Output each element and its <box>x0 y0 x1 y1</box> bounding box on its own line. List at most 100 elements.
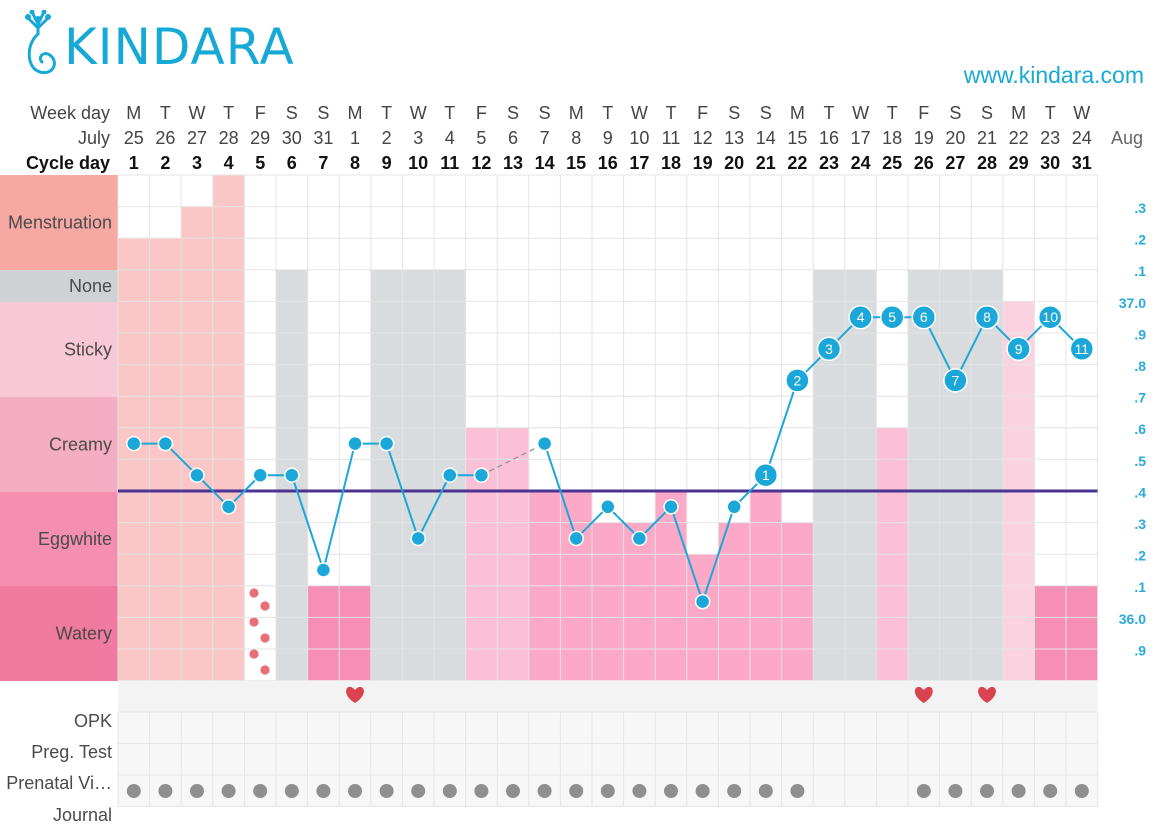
site-url[interactable]: www.kindara.com <box>963 62 1144 88</box>
spotting-dot <box>260 601 270 611</box>
temp-point-day-11[interactable] <box>442 467 458 483</box>
prenatal-vitamin-dot-day-3 <box>190 784 204 798</box>
date-1: 25 <box>124 128 144 148</box>
fluid-bar-day-23 <box>813 269 845 681</box>
watery-label: Watery <box>56 624 112 644</box>
temp-point-day-9[interactable] <box>378 435 395 452</box>
temp-point-day-16[interactable] <box>600 499 616 515</box>
date-15: 8 <box>571 128 581 148</box>
date-30: 23 <box>1040 128 1060 148</box>
date-18: 11 <box>662 128 681 148</box>
temp-point-day-5[interactable] <box>252 467 268 483</box>
temp-point-day-15[interactable] <box>568 530 584 547</box>
prenatal-vitamin-dot-day-2 <box>158 784 173 798</box>
temp-point-day-2[interactable] <box>157 435 174 452</box>
temp-point-day-30[interactable] <box>1037 304 1063 330</box>
temp-point-day-20[interactable] <box>726 499 742 515</box>
prenatal-vitamin-dot-day-4 <box>221 784 236 798</box>
temp-point-day-12[interactable] <box>473 467 490 483</box>
cycle-day-25: 25 <box>882 153 902 173</box>
watery-label-band <box>0 586 118 681</box>
temp-point-day-3[interactable] <box>189 467 205 483</box>
bottom-label-3: Journal <box>53 805 112 825</box>
temp-point-label-day-21: 1 <box>762 467 770 483</box>
prenatal-vitamin-dot-day-31 <box>1074 784 1089 798</box>
temp-point-label-day-31: 11 <box>1075 341 1090 357</box>
temp-point-day-7[interactable] <box>315 562 332 578</box>
temp-point-day-8[interactable] <box>347 435 363 452</box>
temp-point-day-4[interactable] <box>220 499 237 515</box>
temp-point-day-28[interactable] <box>974 304 1000 330</box>
cycle-day-16: 16 <box>598 153 618 173</box>
temp-segment <box>417 474 451 539</box>
prenatal-vitamin-dot-day-17 <box>632 784 647 798</box>
date-5: 29 <box>250 128 270 148</box>
temp-segment <box>764 380 799 476</box>
prenatal-vitamin-dot-day-16 <box>600 784 615 798</box>
prenatal-vitamin-dot-day-29 <box>1011 784 1026 798</box>
prenatal-vitamin-dot-day-20 <box>727 784 742 798</box>
prenatal-vitamin-dot-day-27 <box>948 784 963 798</box>
week-day-29: M <box>1011 103 1026 123</box>
temp-point-day-14[interactable] <box>536 435 553 452</box>
temp-point-day-10[interactable] <box>410 530 426 547</box>
prenatal-vitamin-dot-day-12 <box>474 784 489 798</box>
temp-point-day-22[interactable] <box>785 368 810 393</box>
week-day-14: S <box>539 103 551 123</box>
cycle-day-9: 9 <box>382 153 392 173</box>
creamy-label-band <box>0 397 118 492</box>
date-6: 30 <box>282 128 302 148</box>
cycle-day-28: 28 <box>977 153 997 173</box>
temp-point-day-1[interactable] <box>126 435 142 452</box>
temp-point-day-29[interactable] <box>1006 336 1031 362</box>
cycle-day-3: 3 <box>192 153 202 173</box>
temp-point-label-day-30: 10 <box>1042 309 1058 325</box>
temp-point-day-26[interactable] <box>911 304 937 330</box>
date-31: 24 <box>1072 128 1092 148</box>
week-day-label: Week day <box>30 103 110 123</box>
temp-point-day-6[interactable] <box>284 467 300 483</box>
date-3: 27 <box>187 128 207 148</box>
cycle-day-19: 19 <box>693 153 713 173</box>
prenatal-vitamin-dot-day-19 <box>695 784 710 798</box>
temp-point-day-27[interactable] <box>943 368 968 393</box>
cycle-day-10: 10 <box>408 153 428 173</box>
kindara-logo <box>25 10 56 75</box>
prenatal-vitamin-dot-day-11 <box>442 784 457 798</box>
bottom-label-1: Preg. Test <box>31 742 112 762</box>
week-day-4: T <box>223 103 234 123</box>
cycle-day-27: 27 <box>945 153 965 173</box>
date-8: 1 <box>350 128 360 148</box>
fluid-bar-day-24 <box>844 269 877 681</box>
temp-point-label-day-28: 8 <box>983 309 991 325</box>
date-20: 13 <box>724 128 744 148</box>
cycle-day-29: 29 <box>1009 153 1029 173</box>
month-label: July <box>78 128 110 148</box>
fluid-bar-day-8 <box>339 585 371 681</box>
temp-point-day-24[interactable] <box>848 304 873 330</box>
date-17: 10 <box>629 128 649 148</box>
temp-point-day-25[interactable] <box>879 304 905 330</box>
cycle-day-22: 22 <box>787 153 807 173</box>
fluid-bar-day-30 <box>1034 585 1066 681</box>
week-day-7: S <box>317 103 329 123</box>
week-day-15: M <box>569 103 584 123</box>
temp-point-label-day-24: 4 <box>857 309 865 325</box>
temp-point-label-day-29: 9 <box>1015 341 1023 357</box>
temp-point-day-23[interactable] <box>816 336 842 362</box>
temp-point-day-17[interactable] <box>631 530 648 547</box>
temp-point-day-19[interactable] <box>694 593 711 610</box>
temp-point-day-21[interactable] <box>753 462 779 488</box>
temp-point-day-18[interactable] <box>663 499 679 515</box>
date-22: 15 <box>787 128 807 148</box>
spotting-dot <box>260 633 270 643</box>
spotting-dot <box>260 665 270 675</box>
temp-axis-label-2: .1 <box>1134 263 1146 279</box>
temp-point-label-day-22: 2 <box>794 372 802 388</box>
temp-point-day-31[interactable] <box>1069 336 1095 362</box>
bottom-label-2: Prenatal Vi… <box>6 773 112 793</box>
temp-axis-label-8: .5 <box>1134 453 1146 469</box>
week-day-20: S <box>728 103 740 123</box>
temp-segment <box>670 506 704 602</box>
fluid-bar-day-7 <box>307 585 340 681</box>
